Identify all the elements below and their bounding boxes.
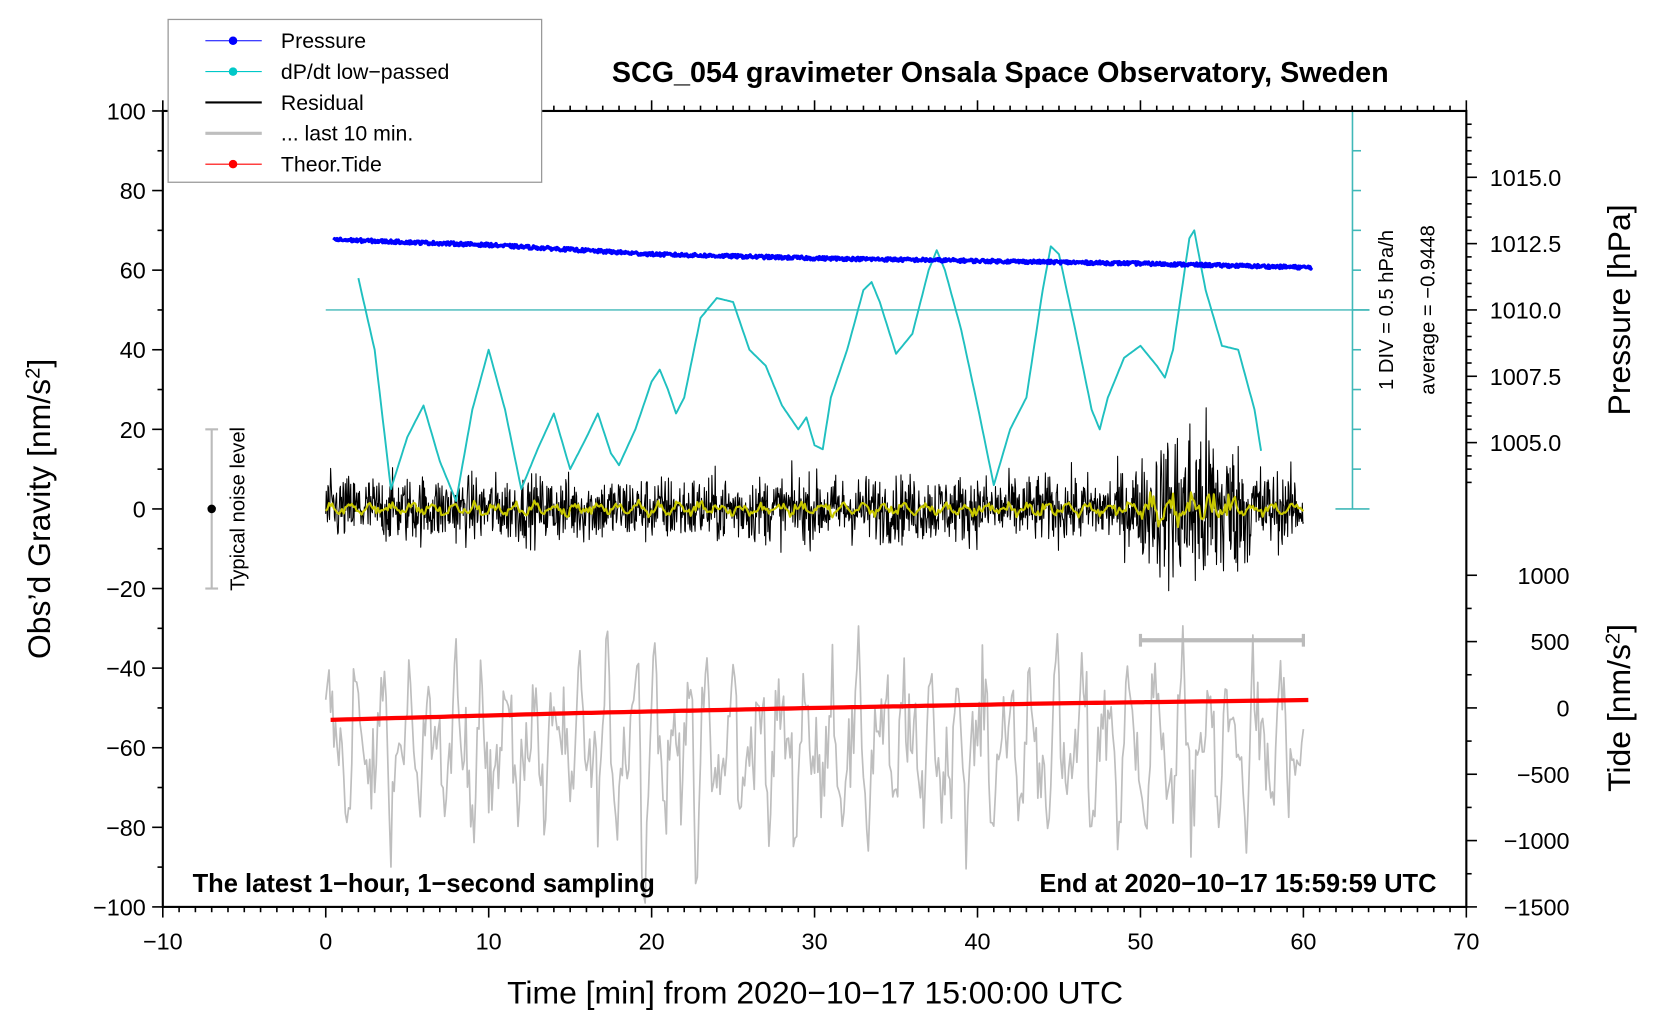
y-tick-label: −20 — [106, 576, 146, 602]
legend-box — [167, 18, 543, 183]
dpdt-average-label: average = −0.9448 — [1417, 225, 1439, 395]
pressure-tick-label: 1012.5 — [1490, 231, 1562, 257]
tide-tick-label: 500 — [1530, 629, 1569, 655]
y-axis-label-left: Obs’d Gravity [nm/s2] — [21, 359, 57, 659]
y-tick-label: 20 — [120, 417, 146, 443]
legend-label: ... last 10 min. — [281, 122, 413, 146]
y-tick-label: 60 — [120, 258, 146, 284]
y-tick-label: −40 — [106, 656, 146, 682]
legend-label: dP/dt low−passed — [281, 60, 449, 84]
residual-line — [325, 407, 1304, 592]
y-tick-label: 40 — [120, 337, 146, 363]
annotation-left: The latest 1−hour, 1−second sampling — [193, 870, 655, 898]
x-tick-label: 60 — [1290, 928, 1316, 954]
x-axis-label: Time [min] from 2020−10−17 15:00:00 UTC — [507, 975, 1123, 1011]
annotation-right: End at 2020−10−17 15:59:59 UTC — [1039, 870, 1436, 898]
pressure-tick-label: 1010.0 — [1490, 297, 1562, 323]
legend-label: Theor.Tide — [281, 153, 382, 177]
tide-line — [330, 697, 1309, 722]
x-tick-label: 50 — [1127, 928, 1153, 954]
tide-tick-label: −1500 — [1504, 894, 1570, 920]
residual-lowpassed-line — [324, 491, 1305, 529]
legend-marker — [228, 36, 238, 45]
dpdt-line — [357, 229, 1263, 502]
noise-level-dot — [207, 504, 216, 514]
tide-tick-label: −500 — [1517, 762, 1570, 788]
plot-layer — [205, 110, 1370, 904]
x-tick-label: 10 — [476, 928, 502, 954]
y-tick-label: −80 — [106, 815, 146, 841]
pressure-line — [332, 236, 1314, 271]
x-tick-label: 40 — [964, 928, 990, 954]
tide-tick-label: 1000 — [1517, 563, 1569, 589]
y-axis-label-pressure: Pressure [hPa] — [1601, 204, 1637, 415]
x-tick-label: 30 — [802, 928, 828, 954]
y-tick-label: 100 — [107, 98, 146, 124]
tide-tick-label: −1000 — [1504, 828, 1570, 854]
x-tick-label: 20 — [639, 928, 665, 954]
last-10-min-line — [324, 625, 1305, 904]
y-tick-label: −60 — [106, 735, 146, 761]
noise-level-label: Typical noise level — [228, 427, 250, 591]
pressure-tick-label: 1015.0 — [1490, 165, 1562, 191]
dpdt-div-label: 1 DIV = 0.5 hPa/h — [1376, 230, 1398, 390]
y-axis-label-tide: Tide [nm/s2] — [1601, 624, 1637, 792]
legend-marker — [228, 67, 238, 76]
x-tick-label: −10 — [143, 928, 183, 954]
legend-marker — [228, 159, 238, 169]
x-tick-label: 0 — [319, 928, 332, 954]
tide-tick-label: 0 — [1557, 695, 1570, 721]
pressure-tick-label: 1005.0 — [1490, 430, 1562, 456]
chart-title: SCG_054 gravimeter Onsala Space Observat… — [612, 57, 1389, 89]
y-tick-label: −100 — [93, 894, 146, 920]
legend-label: Residual — [281, 91, 364, 115]
axes-layer: −10 0 10 20 30 40 50 60 70−100−80−60−40−20020406… — [93, 98, 1570, 954]
y-tick-label: 80 — [120, 178, 146, 204]
x-tick-label: 70 — [1453, 928, 1479, 954]
y-tick-label: 0 — [133, 496, 146, 522]
legend: Pressure dP/dt low−passed Residual ... last… — [167, 18, 543, 183]
pressure-tick-label: 1007.5 — [1490, 364, 1562, 390]
legend-label: Pressure — [281, 29, 366, 53]
